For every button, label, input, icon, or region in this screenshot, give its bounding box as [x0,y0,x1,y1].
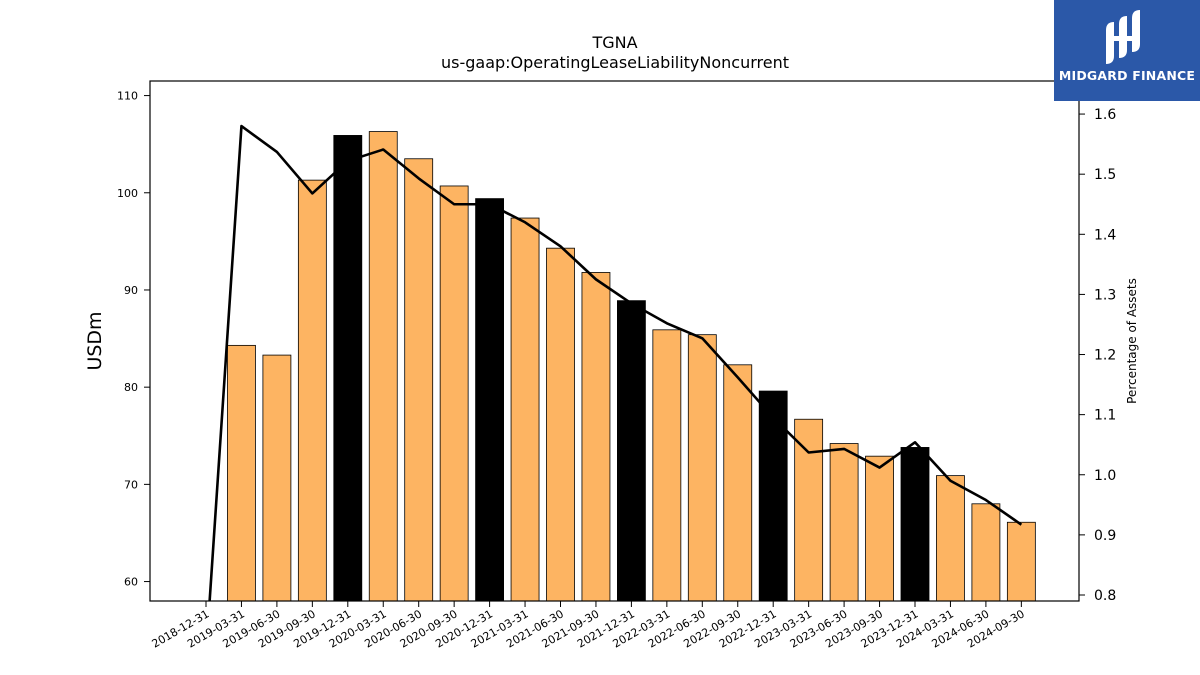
brand-logo: MIDGARD FINANCE [1054,0,1200,101]
bar-2020-12-31 [475,198,505,602]
y-tick-label: 100 [117,187,138,200]
x-axis: 2018-12-312019-03-312019-06-302019-09-30… [150,601,1027,651]
bar-2023-09-30 [865,455,894,602]
bar-2024-06-30 [971,503,1001,602]
y-axis-left: 60 70 80 90 100 110 [117,90,150,589]
bar-2023-03-31 [794,418,824,602]
bar-2019-06-30 [262,354,292,602]
plot-frame [149,80,1080,602]
brand-name: MIDGARD FINANCE [1058,68,1196,83]
midgard-logo-icon [1106,10,1140,64]
y-tick-label: 110 [117,90,138,103]
y-tick-label: 90 [124,284,138,297]
y2-tick-label: 1.2 [1094,348,1116,364]
y2-tick-label: 1.0 [1094,468,1116,484]
y2-tick-label: 0.9 [1094,528,1116,544]
y2-axis-label: Percentage of Assets [1125,278,1139,404]
y2-tick-label: 1.3 [1094,287,1116,303]
bar-2022-09-30 [723,364,753,602]
bar-2021-06-30 [546,247,575,602]
bar-2019-09-30 [297,179,327,602]
bar-2022-06-30 [687,334,717,602]
bar-2021-12-31 [617,300,646,602]
percentage-line [208,124,1023,601]
bar-2023-06-30 [829,443,859,602]
y2-tick-label: 0.8 [1094,588,1116,604]
y2-tick-label: 1.6 [1094,107,1116,123]
bar-2020-06-30 [404,158,434,602]
bar-2019-12-31 [333,135,363,602]
bar-2024-09-30 [1006,521,1036,602]
bar-2020-09-30 [439,185,469,602]
y-tick-label: 70 [124,478,138,491]
y-tick-label: 60 [124,576,138,589]
bar-2022-12-31 [758,390,788,602]
y-axis-label: USDm [84,311,106,370]
chart-subtitle: us-gaap:OperatingLeaseLiabilityNoncurren… [441,53,789,72]
y-axis-right: 0.8 0.9 1.0 1.1 1.2 1.3 1.4 1.5 1.6 [1079,107,1116,604]
chart-title: TGNA [591,33,637,52]
bar-2022-03-31 [652,329,682,602]
bar-2021-09-30 [581,272,611,602]
bar-2019-03-31 [227,344,256,602]
y2-tick-label: 1.1 [1094,408,1116,424]
bar-2024-03-31 [936,475,965,602]
bar-2021-03-31 [510,217,540,602]
y2-tick-label: 1.4 [1094,227,1116,243]
y2-tick-label: 1.5 [1094,167,1116,183]
y-tick-label: 80 [124,381,138,394]
bar-series [227,131,1036,602]
bar-2020-03-31 [368,131,398,602]
bar-2023-12-31 [900,447,930,602]
line-series [208,124,1023,601]
